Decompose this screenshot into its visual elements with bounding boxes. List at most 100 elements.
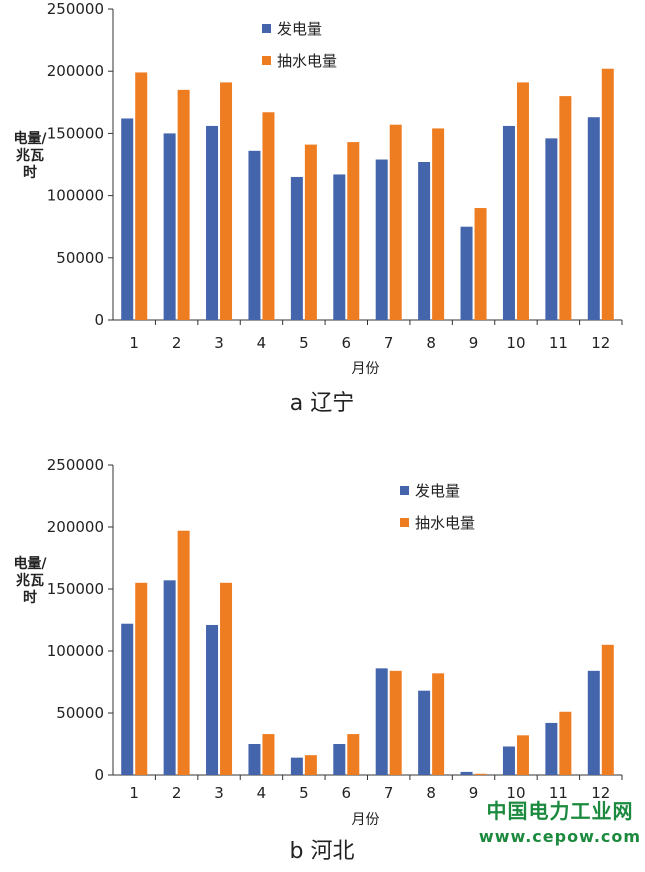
x-tick-label: 8 [426,784,436,802]
y-tick-label: 0 [94,311,104,329]
panel-caption: a 辽宁 [290,391,354,416]
y-tick-label: 100000 [47,642,104,660]
bar-generation [375,159,388,320]
x-tick-label: 11 [549,334,568,352]
bar-generation [418,162,431,320]
y-tick-label: 200000 [47,518,104,536]
bar-pumping [177,530,190,775]
y-axis-label-line: 兆瓦 [16,148,44,164]
bar-pumping [474,773,487,775]
bar-pumping [262,734,275,775]
bar-generation [545,138,558,320]
bar-generation [163,580,176,775]
bar-generation [290,757,303,775]
x-tick-label: 7 [384,784,394,802]
x-tick-label: 7 [384,334,394,352]
y-axis-label-line: 电量/ [13,555,47,572]
bar-generation [290,176,303,320]
bar-pumping [262,112,275,320]
bar-pumping [389,124,402,320]
bar-pumping [135,72,148,320]
x-tick-label: 1 [129,334,139,352]
bar-pumping [432,128,445,320]
bar-generation [502,746,515,775]
bar-generation [121,623,134,775]
x-tick-label: 4 [257,334,267,352]
bar-generation [418,690,431,775]
bar-pumping [347,142,360,320]
x-tick-label: 2 [172,334,182,352]
y-tick-label: 150000 [47,124,104,142]
x-tick-label: 9 [469,784,479,802]
bar-generation [333,174,346,320]
x-tick-label: 11 [549,784,568,802]
bar-generation [206,125,219,320]
bar-pumping [432,673,445,775]
y-axis-label-line: 时 [23,164,37,181]
x-tick-label: 3 [214,334,224,352]
bar-pumping [135,582,148,775]
y-tick-label: 250000 [47,0,104,18]
x-tick-label: 10 [506,784,525,802]
bar-pumping [220,82,233,320]
legend-label-generation: 发电量 [277,20,322,38]
bar-generation [587,670,600,775]
y-axis-label-line: 时 [23,589,37,606]
bar-pumping [177,89,190,320]
x-tick-label: 12 [591,784,610,802]
x-tick-label: 4 [257,784,267,802]
y-tick-label: 50000 [56,249,104,267]
watermark-url: www.cepow.com [479,827,641,846]
bar-pumping [559,96,572,320]
bar-pumping [474,208,487,320]
y-tick-label: 200000 [47,62,104,80]
bar-pumping [389,670,402,775]
bar-generation [460,226,473,320]
bar-generation [460,771,473,775]
bar-generation [375,668,388,775]
bar-generation [163,133,176,320]
bar-generation [333,744,346,775]
bar-pumping [516,82,529,320]
bar-generation [121,118,134,320]
legend-label-pumping: 抽水电量 [277,52,337,70]
x-tick-label: 5 [299,784,309,802]
x-tick-label: 12 [591,334,610,352]
bar-generation [206,624,219,775]
legend-swatch-pumping [262,56,271,65]
bar-generation [545,722,558,775]
x-tick-label: 8 [426,334,436,352]
x-tick-label: 3 [214,784,224,802]
bar-pumping [347,734,360,775]
x-tick-label: 6 [342,334,352,352]
bar-generation [502,125,515,320]
y-tick-label: 250000 [47,456,104,474]
bar-generation [248,150,261,320]
bar-pumping [304,755,317,775]
legend-swatch-generation [262,24,271,33]
x-tick-label: 5 [299,334,309,352]
y-tick-label: 50000 [56,704,104,722]
bar-pumping [220,582,233,775]
x-tick-label: 10 [506,334,525,352]
y-axis-label-line: 兆瓦 [16,573,44,589]
y-tick-label: 0 [94,766,104,784]
x-tick-label: 6 [342,784,352,802]
y-tick-label: 100000 [47,187,104,205]
bar-generation [587,117,600,320]
x-tick-label: 2 [172,784,182,802]
bar-pumping [601,644,614,775]
bar-pumping [601,68,614,320]
legend-label-pumping: 抽水电量 [415,514,475,532]
x-tick-label: 9 [469,334,479,352]
x-tick-label: 1 [129,784,139,802]
x-axis-label: 月份 [352,361,380,377]
watermark-title: 中国电力工业网 [487,799,634,823]
panel-caption: b 河北 [290,839,355,864]
legend-swatch-generation [400,486,409,495]
y-tick-label: 150000 [47,580,104,598]
